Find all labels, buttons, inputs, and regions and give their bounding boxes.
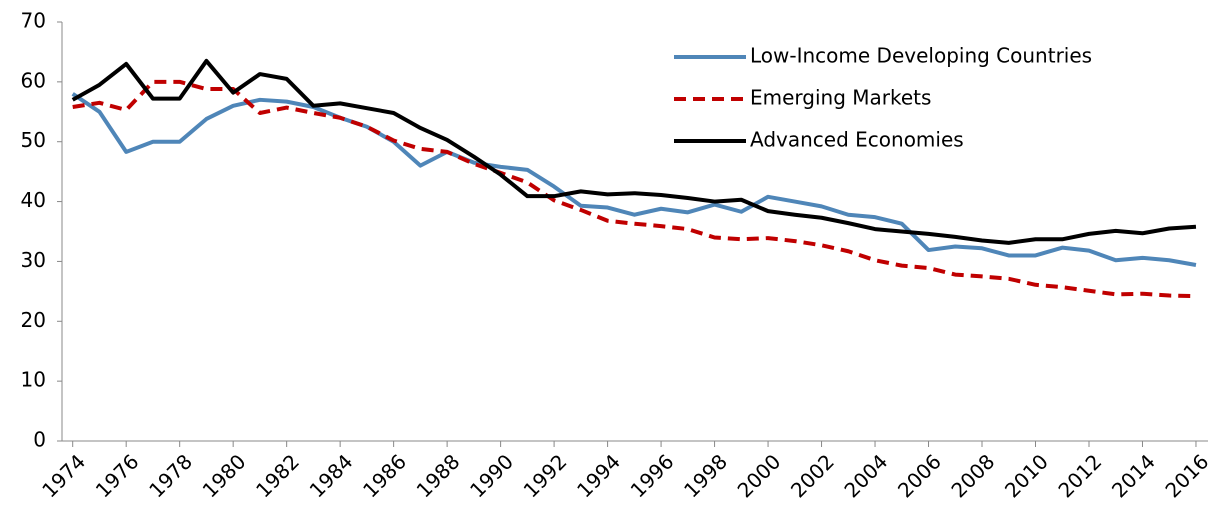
line-series <box>71 92 1197 267</box>
x-tick-label: 1976 <box>91 449 144 502</box>
legend-label: Emerging Markets <box>750 86 931 110</box>
legend-label: Low-Income Developing Countries <box>750 44 1092 68</box>
y-tick-label: 40 <box>21 188 46 212</box>
x-tick-label: 2012 <box>1053 449 1106 502</box>
x-tick-label: 2008 <box>946 449 999 502</box>
x-tick-label: 1996 <box>626 449 679 502</box>
x-tick-label: 2004 <box>839 449 892 502</box>
x-tick-label: 1994 <box>572 449 625 502</box>
x-tick-label: 1984 <box>305 449 358 502</box>
y-tick-label: 60 <box>21 68 46 92</box>
x-tick-label: 2002 <box>786 449 839 502</box>
x-tick-label: 2010 <box>1000 449 1053 502</box>
x-tick-label: 2006 <box>893 449 946 502</box>
y-tick-label: 50 <box>21 128 46 152</box>
x-tick-label: 2014 <box>1107 449 1160 502</box>
x-tick-label: 1978 <box>144 449 197 502</box>
legend-label: Advanced Economies <box>750 128 964 152</box>
x-tick-label: 2016 <box>1160 449 1209 502</box>
x-tick-label: 1988 <box>412 449 465 502</box>
y-tick-label: 0 <box>33 428 46 452</box>
x-tick-label: 1974 <box>37 449 90 502</box>
x-tick-label: 1990 <box>465 449 518 502</box>
x-tick-label: 1992 <box>519 449 572 502</box>
x-tick-label: 1998 <box>679 449 732 502</box>
line-series <box>72 79 1197 299</box>
x-tick-label: 1986 <box>358 449 411 502</box>
line-series <box>71 58 1197 245</box>
x-tick-label: 2000 <box>733 449 786 502</box>
y-tick-label: 10 <box>21 368 46 392</box>
y-tick-label: 20 <box>21 308 46 332</box>
x-tick-label: 1982 <box>251 449 304 502</box>
x-tick-label: 1980 <box>198 449 251 502</box>
y-tick-label: 70 <box>21 9 46 33</box>
y-tick-label: 30 <box>21 248 46 272</box>
